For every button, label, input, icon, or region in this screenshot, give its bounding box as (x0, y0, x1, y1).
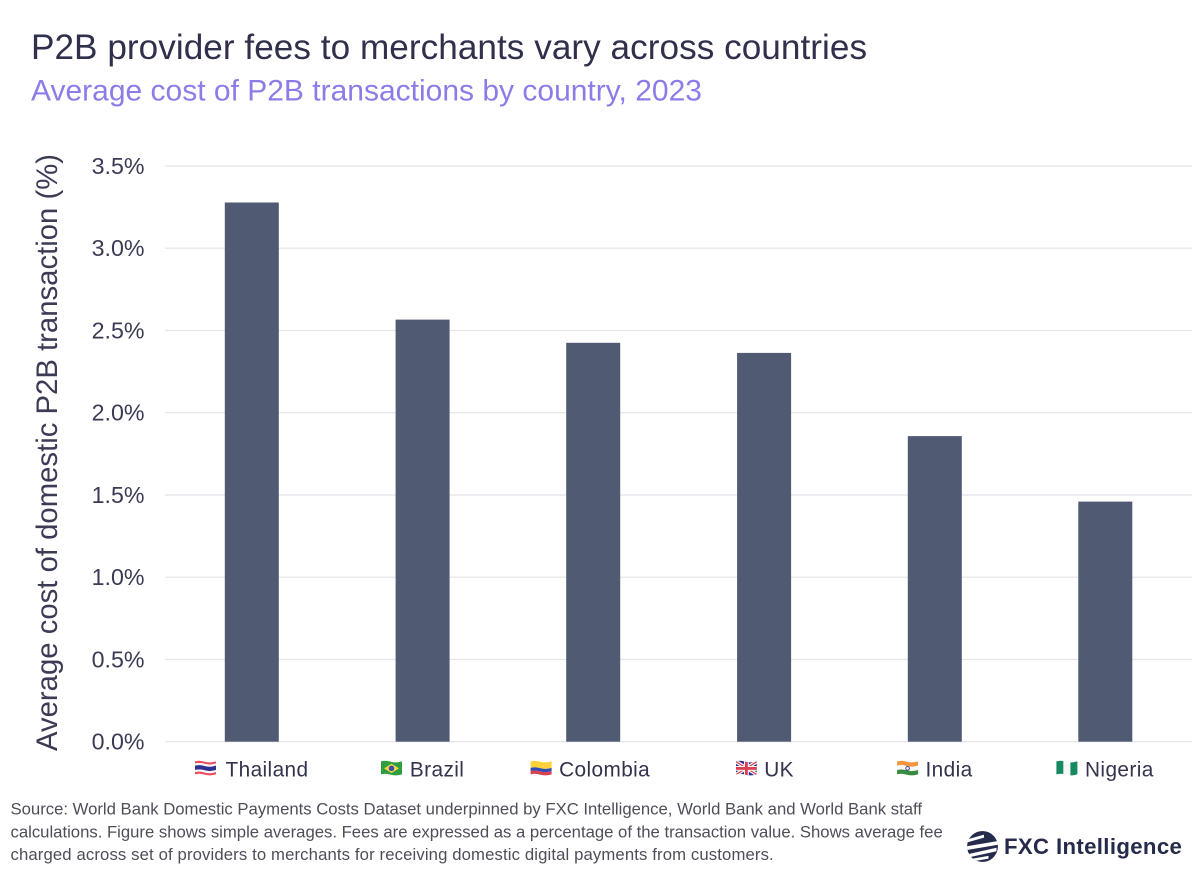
svg-text:Nigeria: Nigeria (1085, 758, 1154, 781)
svg-text:1.0%: 1.0% (92, 564, 145, 590)
svg-text:Brazil: Brazil (410, 758, 464, 781)
svg-text:2.5%: 2.5% (92, 317, 145, 343)
svg-text:3.0%: 3.0% (92, 235, 145, 261)
svg-text:UK: UK (764, 758, 794, 781)
svg-text:Source: World Bank Domestic Pa: Source: World Bank Domestic Payments Cos… (11, 800, 923, 819)
svg-text:0.5%: 0.5% (92, 646, 145, 672)
svg-text:Colombia: Colombia (559, 758, 650, 781)
svg-text:Average cost of P2B transactio: Average cost of P2B transactions by coun… (31, 75, 702, 108)
svg-text:FXC Intelligence: FXC Intelligence (1004, 834, 1182, 859)
svg-text:P2B provider fees to merchants: P2B provider fees to merchants vary acro… (31, 28, 867, 67)
svg-text:India: India (926, 758, 973, 781)
svg-text:3.5%: 3.5% (92, 153, 145, 179)
svg-text:1.5%: 1.5% (92, 482, 145, 508)
svg-text:2.0%: 2.0% (92, 400, 145, 426)
svg-text:Average cost of domestic P2B t: Average cost of domestic P2B transaction… (31, 154, 64, 751)
svg-text:Thailand: Thailand (226, 758, 309, 781)
svg-text:charged across set of provider: charged across set of providers to merch… (11, 845, 774, 864)
svg-text:0.0%: 0.0% (92, 729, 145, 755)
svg-text:calculations. Figure shows sim: calculations. Figure shows simple averag… (11, 823, 943, 842)
